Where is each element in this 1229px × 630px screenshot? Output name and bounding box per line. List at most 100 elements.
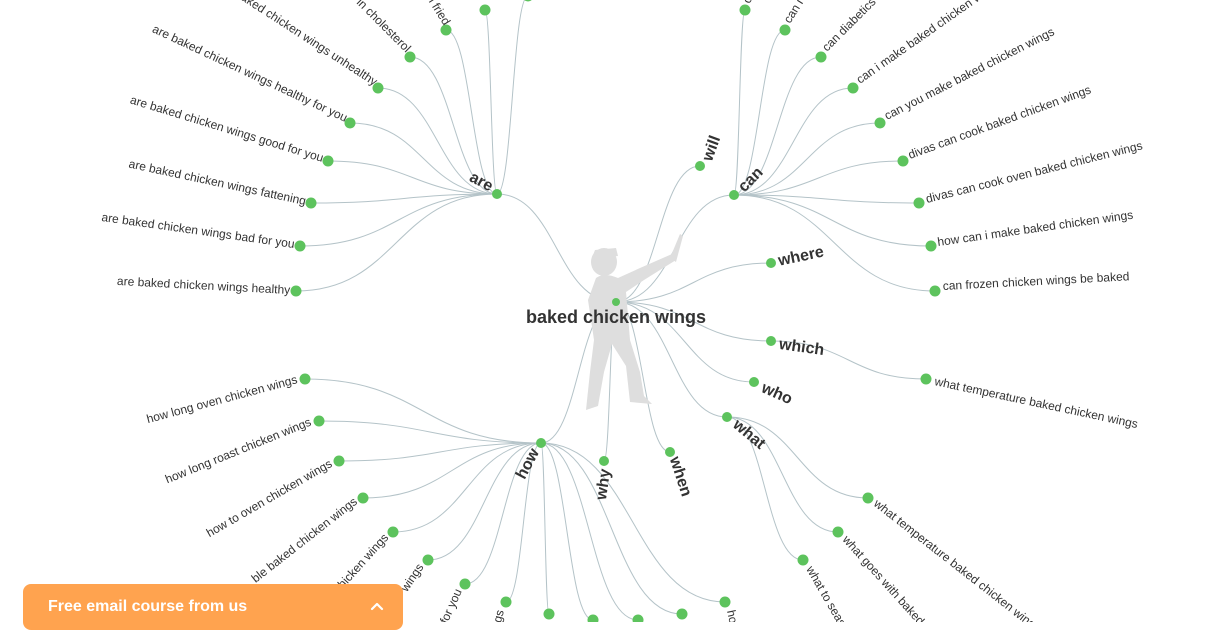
link-are-leaf — [299, 193, 498, 247]
branch-label-who[interactable]: who — [758, 379, 795, 408]
leaf-node-dot[interactable] — [874, 117, 886, 129]
leaf-keyword-label[interactable]: can i — [781, 0, 806, 26]
leaf-node-dot[interactable] — [779, 24, 791, 36]
leaf-node-dot[interactable] — [832, 526, 844, 538]
leaf-node-dot[interactable] — [440, 24, 452, 36]
link-how-leaf — [540, 442, 550, 615]
leaf-node-dot[interactable] — [523, 0, 534, 2]
branch-label-what[interactable]: what — [729, 416, 769, 454]
leaf-node-dot[interactable] — [797, 554, 809, 566]
leaf-node-dot[interactable] — [422, 554, 434, 566]
leaf-node-dot[interactable] — [322, 155, 334, 167]
leaf-keyword-label[interactable]: for you — [437, 587, 465, 622]
leaf-keyword-label[interactable]: gs — [490, 608, 507, 622]
leaf-node-dot[interactable] — [333, 455, 345, 467]
leaf-keyword-label[interactable]: divas can cook oven baked chicken wings — [924, 138, 1144, 205]
leaf-keyword-label[interactable]: what to seas — [803, 563, 849, 622]
link-how-leaf — [505, 442, 542, 603]
link-what-leaf — [726, 416, 839, 533]
link-how-leaf — [427, 442, 542, 561]
leaf-node-dot[interactable] — [632, 614, 644, 623]
branch-label-where[interactable]: where — [776, 243, 826, 269]
branch-node-dot-are[interactable] — [492, 189, 502, 199]
leaf-keyword-label[interactable]: are baked chicken wings fattening — [128, 157, 308, 208]
leaf-keyword-label[interactable]: are baked chicken wings good for you — [128, 93, 325, 165]
leaf-node-dot[interactable] — [543, 608, 555, 620]
leaf-node-dot[interactable] — [344, 117, 356, 129]
leaf-node-dot[interactable] — [404, 51, 416, 63]
leaf-node-dot[interactable] — [357, 492, 369, 504]
leaf-node-dot[interactable] — [372, 82, 384, 94]
branch-node-dot-how[interactable] — [536, 438, 546, 448]
leaf-node-dot[interactable] — [459, 578, 471, 590]
leaf-node-dot[interactable] — [500, 596, 512, 608]
banner-title: Free email course from us — [48, 598, 248, 615]
node-dots — [290, 0, 941, 623]
link-root-which — [615, 301, 772, 342]
leaf-node-dot[interactable] — [676, 608, 688, 620]
root-node-dot[interactable] — [612, 298, 620, 306]
leaf-node-dot[interactable] — [929, 285, 941, 297]
branch-node-dot-which[interactable] — [766, 336, 776, 346]
branch-node-dot-when[interactable] — [665, 447, 675, 457]
link-are-leaf — [327, 160, 498, 195]
leaf-node-dot[interactable] — [913, 197, 925, 209]
leaf-node-dot[interactable] — [313, 415, 325, 427]
branch-node-dot-who[interactable] — [749, 377, 759, 387]
link-how-leaf — [392, 442, 542, 533]
link-are-leaf — [445, 29, 498, 195]
link-are-leaf — [310, 193, 498, 204]
root-keyword-label: baked chicken wings — [526, 307, 706, 327]
leaf-node-dot[interactable] — [290, 285, 302, 297]
leaf-node-dot[interactable] — [587, 614, 599, 623]
leaf-node-dot[interactable] — [847, 82, 859, 94]
leaf-node-dot[interactable] — [925, 240, 937, 252]
leaf-keyword-label[interactable]: how long roast chicken wings — [163, 415, 313, 486]
leaf-keyword-label[interactable]: ho — [724, 609, 741, 622]
link-root-where — [615, 262, 772, 303]
leaf-keyword-label[interactable]: are baked chicken wings healthy — [117, 274, 291, 297]
leaf-keyword-label[interactable]: are baked chicken wings bad for you — [101, 210, 296, 251]
link-are-leaf — [496, 0, 526, 195]
link-how-leaf — [362, 442, 542, 499]
link-how-leaf — [540, 442, 683, 615]
link-can-leaf — [733, 160, 904, 196]
email-course-banner[interactable]: Free email course from us — [23, 584, 403, 630]
leaf-node-dot[interactable] — [305, 197, 317, 209]
link-how-leaf — [464, 442, 542, 585]
branch-label-why[interactable]: why — [593, 468, 614, 502]
link-root-what — [615, 301, 728, 418]
branch-node-dot-will[interactable] — [695, 161, 705, 171]
leaf-keyword-label[interactable]: can frozen chicken wings be baked — [942, 269, 1129, 293]
leaf-node-dot[interactable] — [815, 51, 827, 63]
branch-node-dot-why[interactable] — [599, 456, 609, 466]
leaf-node-dot[interactable] — [719, 596, 731, 608]
link-how-leaf — [318, 420, 542, 444]
link-can-leaf — [733, 194, 920, 204]
branch-label-which[interactable]: which — [777, 336, 825, 359]
leaf-node-dot[interactable] — [479, 4, 491, 16]
leaf-node-dot[interactable] — [862, 492, 874, 504]
leaf-keyword-label[interactable]: how long oven chicken wings — [145, 372, 299, 426]
branch-node-dot-what[interactable] — [722, 412, 732, 422]
branch-node-dot-can[interactable] — [729, 190, 739, 200]
branch-node-dot-where[interactable] — [766, 258, 776, 268]
leaf-keyword-label[interactable]: how can i make baked chicken wings — [936, 208, 1133, 249]
link-are-leaf — [377, 87, 498, 195]
link-can-leaf — [733, 194, 932, 247]
chevron-up-icon[interactable] — [369, 598, 385, 614]
leaf-keyword-label[interactable]: c — [740, 0, 755, 5]
leaf-node-dot[interactable] — [299, 373, 311, 385]
leaf-node-dot[interactable] — [897, 155, 909, 167]
chef-silhouette-icon — [586, 234, 683, 410]
leaf-node-dot[interactable] — [294, 240, 306, 252]
leaf-node-dot[interactable] — [387, 526, 399, 538]
leaf-node-dot[interactable] — [920, 373, 932, 385]
leaf-keyword-label[interactable]: what temperature baked chicken wings — [932, 374, 1139, 431]
leaf-node-dot[interactable] — [739, 4, 751, 16]
link-are-leaf — [484, 9, 498, 195]
branch-label-will[interactable]: will — [699, 133, 724, 164]
branch-label-when[interactable]: when — [666, 454, 695, 499]
link-how-leaf — [540, 442, 594, 621]
leaf-keyword-label[interactable]: what goes with baked — [839, 532, 927, 622]
